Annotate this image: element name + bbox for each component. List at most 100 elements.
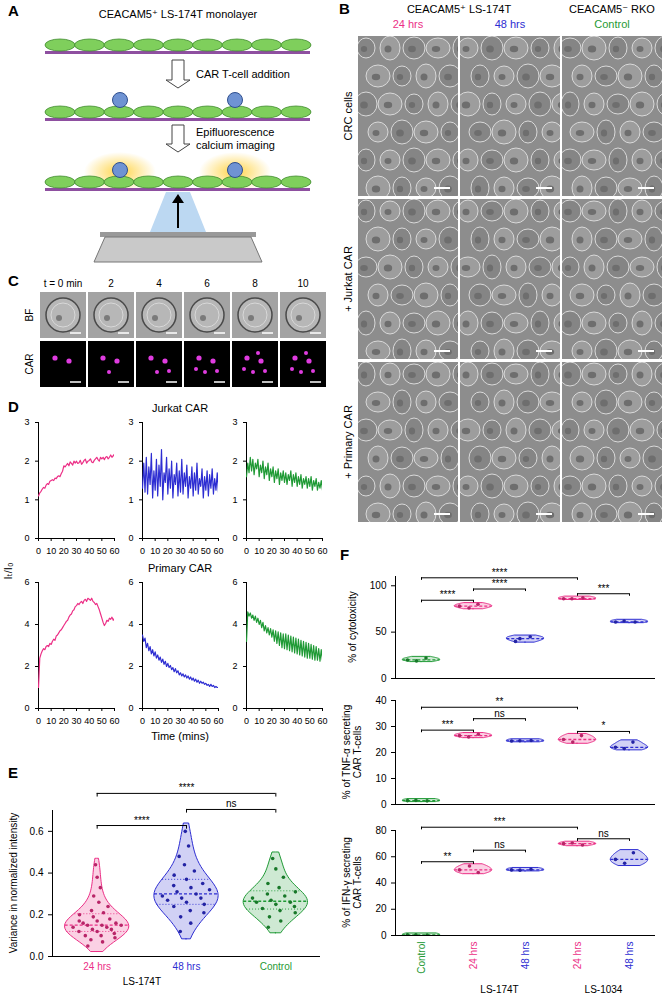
svg-text:4: 4	[128, 619, 133, 629]
svg-text:30: 30	[71, 716, 81, 726]
svg-text:24 hrs: 24 hrs	[572, 942, 583, 970]
svg-text:0.2: 0.2	[30, 909, 44, 920]
svg-text:****: ****	[440, 589, 456, 600]
svg-text:48 hrs: 48 hrs	[624, 942, 635, 970]
svg-text:50: 50	[375, 626, 387, 637]
svg-text:***: ***	[442, 719, 454, 730]
svg-text:CAR T-cells: CAR T-cells	[352, 726, 363, 779]
svg-text:48 hrs: 48 hrs	[520, 942, 531, 970]
svg-text:50: 50	[305, 716, 315, 726]
svg-text:F: F	[340, 546, 349, 563]
svg-text:LS-1034: LS-1034	[585, 984, 623, 995]
svg-text:E: E	[8, 764, 18, 781]
svg-text:calcium imaging: calcium imaging	[196, 139, 275, 151]
svg-text:ns: ns	[226, 798, 237, 809]
svg-text:***: ***	[598, 583, 610, 594]
svg-text:3: 3	[128, 417, 133, 427]
svg-text:24 hrs: 24 hrs	[83, 961, 111, 972]
svg-text:CRC cells: CRC cells	[342, 91, 354, 140]
svg-text:**: **	[496, 696, 504, 707]
svg-text:60: 60	[317, 716, 327, 726]
svg-text:4: 4	[24, 619, 29, 629]
svg-text:30: 30	[279, 716, 289, 726]
svg-text:t = 0 min: t = 0 min	[44, 278, 83, 289]
svg-text:****: ****	[492, 567, 508, 578]
svg-text:LS-174T: LS-174T	[480, 984, 518, 995]
svg-text:30: 30	[175, 546, 185, 556]
svg-text:50: 50	[201, 546, 211, 556]
svg-text:20: 20	[267, 716, 277, 726]
svg-text:4: 4	[156, 278, 162, 289]
svg-text:1: 1	[24, 495, 29, 505]
svg-text:0: 0	[232, 533, 237, 543]
svg-text:A: A	[8, 2, 19, 19]
svg-text:**: **	[444, 851, 452, 862]
svg-text:CAR T-cell addition: CAR T-cell addition	[196, 68, 290, 80]
svg-text:20: 20	[163, 716, 173, 726]
svg-text:100: 100	[370, 580, 387, 591]
svg-text:***: ***	[494, 816, 506, 827]
svg-text:0: 0	[381, 799, 387, 810]
svg-text:40: 40	[375, 877, 387, 888]
svg-text:24 hrs: 24 hrs	[468, 942, 479, 970]
svg-text:2: 2	[232, 456, 237, 466]
svg-text:10: 10	[150, 716, 160, 726]
svg-text:40: 40	[188, 716, 198, 726]
svg-text:****: ****	[179, 782, 195, 793]
svg-text:2: 2	[128, 456, 133, 466]
svg-text:% of IFN-γ secreting: % of IFN-γ secreting	[341, 837, 352, 928]
svg-text:0: 0	[244, 546, 249, 556]
svg-text:10: 10	[150, 546, 160, 556]
svg-text:60: 60	[213, 546, 223, 556]
svg-text:40: 40	[84, 546, 94, 556]
svg-text:60: 60	[109, 546, 119, 556]
svg-text:0.6: 0.6	[30, 826, 44, 837]
svg-text:2: 2	[24, 456, 29, 466]
svg-text:0: 0	[24, 533, 29, 543]
svg-text:50: 50	[305, 546, 315, 556]
svg-text:% of TNF-α secreting: % of TNF-α secreting	[341, 705, 352, 800]
svg-text:% of cytotoxicity: % of cytotoxicity	[347, 591, 358, 663]
svg-text:LS-174T: LS-174T	[123, 976, 161, 987]
svg-text:50: 50	[97, 716, 107, 726]
svg-text:0: 0	[381, 673, 387, 684]
svg-text:6: 6	[232, 577, 237, 587]
svg-text:60: 60	[109, 716, 119, 726]
svg-text:4: 4	[232, 619, 237, 629]
svg-text:****: ****	[492, 578, 508, 589]
svg-text:48 hrs: 48 hrs	[495, 18, 526, 30]
svg-text:ns: ns	[598, 828, 609, 839]
svg-text:60: 60	[213, 716, 223, 726]
svg-text:ns: ns	[494, 708, 505, 719]
svg-text:2: 2	[128, 661, 133, 671]
svg-text:10: 10	[375, 773, 387, 784]
svg-text:6: 6	[128, 577, 133, 587]
svg-text:6: 6	[24, 577, 29, 587]
svg-text:0: 0	[381, 930, 387, 941]
svg-text:8: 8	[252, 278, 258, 289]
svg-text:60: 60	[317, 546, 327, 556]
svg-text:20: 20	[375, 903, 387, 914]
svg-text:40: 40	[292, 716, 302, 726]
svg-text:10: 10	[297, 278, 309, 289]
svg-text:1: 1	[128, 495, 133, 505]
svg-text:CAR T-cells: CAR T-cells	[352, 856, 363, 909]
svg-text:Control: Control	[416, 942, 427, 974]
svg-text:3: 3	[24, 417, 29, 427]
svg-text:10: 10	[46, 716, 56, 726]
svg-text:Time (mins): Time (mins)	[151, 730, 209, 742]
svg-text:40: 40	[84, 716, 94, 726]
svg-text:Iₜ/I₀: Iₜ/I₀	[2, 563, 14, 580]
svg-text:40: 40	[375, 695, 387, 706]
svg-text:0: 0	[128, 703, 133, 713]
svg-text:20: 20	[163, 546, 173, 556]
svg-text:1: 1	[232, 495, 237, 505]
svg-text:0: 0	[244, 716, 249, 726]
svg-text:50: 50	[201, 716, 211, 726]
svg-text:40: 40	[292, 546, 302, 556]
svg-text:CEACAM5⁻ RKO: CEACAM5⁻ RKO	[569, 3, 655, 15]
svg-text:0: 0	[36, 546, 41, 556]
svg-text:Control: Control	[260, 961, 292, 972]
svg-text:CEACAM5⁺ LS-174T monolayer: CEACAM5⁺ LS-174T monolayer	[99, 8, 258, 20]
svg-text:+ Jurkat CAR: + Jurkat CAR	[342, 246, 354, 312]
